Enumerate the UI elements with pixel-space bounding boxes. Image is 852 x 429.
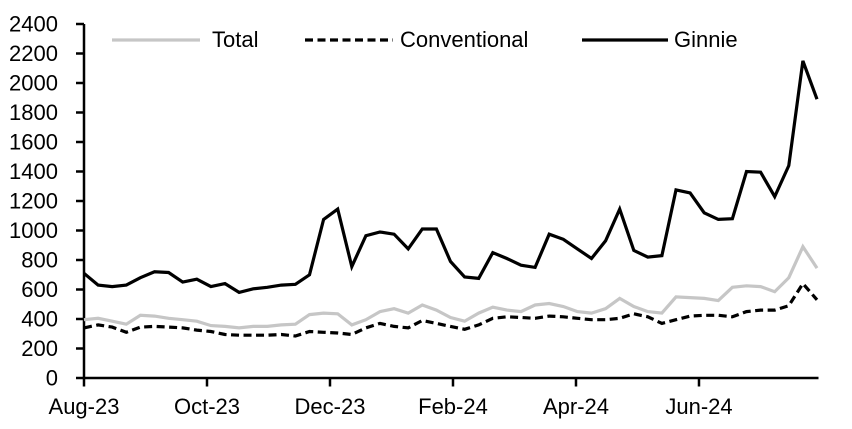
legend-label-conventional: Conventional	[400, 27, 528, 52]
y-axis-tick-label: 2000	[9, 71, 58, 96]
y-axis-tick-label: 200	[21, 336, 58, 361]
y-axis-tick-label: 1200	[9, 189, 58, 214]
y-axis-tick-label: 800	[21, 248, 58, 273]
x-axis-tick-label: Dec-23	[295, 394, 366, 419]
y-axis-tick-label: 1400	[9, 159, 58, 184]
series-line-conventional	[83, 280, 819, 338]
x-axis-tick-label: Oct-23	[174, 394, 240, 419]
y-axis-tick-label: 1600	[9, 130, 58, 155]
legend-label-total: Total	[212, 27, 258, 52]
x-axis-tick-label: Apr-24	[543, 394, 609, 419]
x-axis-tick-label: Feb-24	[418, 394, 488, 419]
y-axis-tick-label: 1000	[9, 218, 58, 243]
legend: Total Conventional Ginnie	[112, 27, 738, 52]
y-axis-tick-label: 2200	[9, 41, 58, 66]
x-axis-tick-label: Aug-23	[49, 394, 120, 419]
y-axis-tick-label: 600	[21, 277, 58, 302]
y-axis-tick-label: 1800	[9, 100, 58, 125]
series-line-total	[83, 243, 819, 330]
y-axis-tick-label: 0	[46, 366, 58, 391]
legend-label-ginnie: Ginnie	[674, 27, 738, 52]
axis-frame	[82, 24, 819, 380]
plot-area: 0 200 400 600 800 1000 1200 1400 1600 1800 2000 220…	[9, 12, 819, 419]
y-axis-tick-label: 2400	[9, 12, 58, 37]
x-axis-tick-label: Jun-24	[665, 394, 732, 419]
series-line-ginnie	[82, 60, 819, 295]
y-axis-tick-label: 400	[21, 307, 58, 332]
